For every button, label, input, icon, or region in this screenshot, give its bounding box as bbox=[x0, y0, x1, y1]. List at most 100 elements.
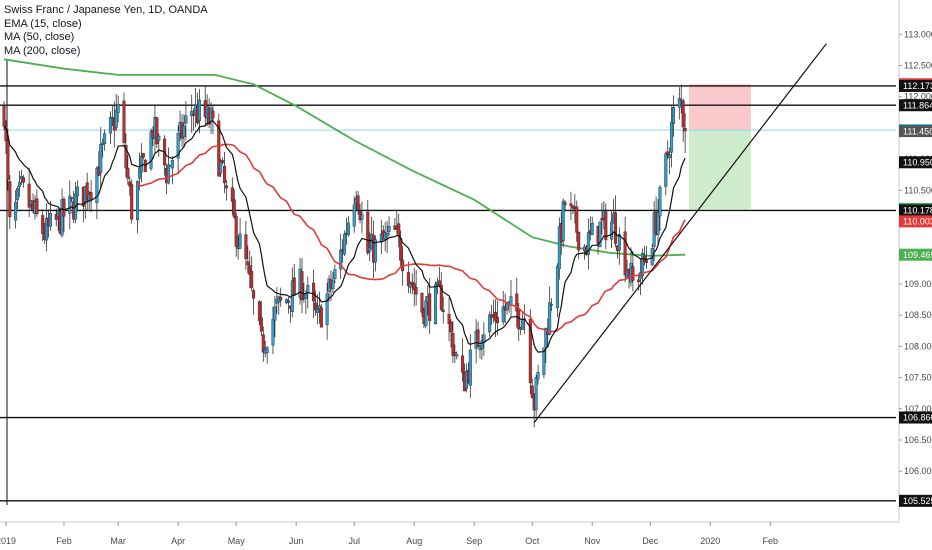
candle-up bbox=[317, 305, 321, 310]
price-tick-label: 108.500 bbox=[904, 310, 932, 320]
chart-title: Swiss Franc / Japanese Yen, 1D, OANDA bbox=[4, 4, 208, 16]
time-tick-label: Dec bbox=[642, 536, 659, 546]
candle-up bbox=[114, 109, 118, 128]
candle-up bbox=[273, 306, 277, 321]
candle-down bbox=[124, 144, 128, 169]
candle-down bbox=[35, 198, 39, 215]
candle-up bbox=[170, 159, 174, 169]
candle-up bbox=[271, 319, 275, 346]
candle-down bbox=[89, 192, 93, 200]
candle-up bbox=[434, 284, 438, 325]
candle-down bbox=[192, 114, 196, 116]
candle-up bbox=[408, 282, 412, 288]
ma200-line bbox=[3, 58, 686, 257]
candle-down bbox=[41, 215, 45, 234]
candle-down bbox=[447, 314, 451, 324]
time-tick-label: Nov bbox=[584, 536, 601, 546]
candle-down bbox=[230, 187, 234, 202]
candle-down bbox=[623, 231, 627, 276]
candle-down bbox=[27, 183, 31, 208]
candle-up bbox=[48, 212, 52, 227]
candle-down bbox=[259, 317, 263, 332]
candle-up bbox=[325, 293, 329, 325]
candle-down bbox=[530, 385, 534, 398]
price-tick-label: 107.000 bbox=[904, 404, 932, 414]
candles-group bbox=[2, 84, 687, 428]
time-tick-label: Oct bbox=[525, 536, 540, 546]
price-tick-label: 112.000 bbox=[904, 92, 932, 102]
candle-up bbox=[658, 187, 662, 217]
candle-up bbox=[617, 234, 621, 251]
candle-up bbox=[501, 306, 505, 323]
candle-down bbox=[54, 214, 58, 220]
candle-up bbox=[108, 117, 112, 134]
candle-up bbox=[480, 340, 484, 349]
candle-down bbox=[406, 272, 410, 286]
take-profit-zone bbox=[688, 130, 751, 210]
candle-down bbox=[292, 277, 296, 296]
candle-down bbox=[666, 151, 670, 155]
candle-up bbox=[190, 111, 194, 117]
candle-up bbox=[468, 349, 472, 386]
candle-down bbox=[575, 206, 579, 233]
time-tick-label: Feb bbox=[56, 536, 72, 546]
candle-down bbox=[141, 153, 145, 158]
candle-up bbox=[656, 212, 660, 235]
candle-up bbox=[548, 302, 552, 335]
candle-down bbox=[495, 316, 499, 324]
candle-up bbox=[197, 99, 201, 121]
candle-up bbox=[265, 347, 269, 353]
candle-down bbox=[412, 283, 416, 291]
candle-up bbox=[668, 154, 672, 158]
price-label-box bbox=[899, 248, 932, 261]
price-label: 112.173 bbox=[903, 81, 932, 91]
price-label: 106.860 bbox=[903, 413, 932, 423]
candle-up bbox=[385, 232, 389, 237]
price-label-box bbox=[899, 411, 932, 424]
candle-down bbox=[631, 266, 635, 281]
candle-down bbox=[441, 310, 445, 312]
price-label-box bbox=[899, 215, 932, 228]
candle-up bbox=[670, 122, 674, 153]
candle-up bbox=[103, 133, 107, 144]
candle-down bbox=[449, 321, 453, 333]
candle-up bbox=[424, 300, 428, 327]
time-tick-label: Mar bbox=[110, 536, 126, 546]
ma50-line bbox=[137, 143, 686, 333]
candle-down bbox=[428, 293, 432, 321]
candle-down bbox=[21, 177, 25, 183]
candle-up bbox=[557, 226, 561, 269]
price-label: 110.950 bbox=[903, 157, 932, 167]
candle-up bbox=[139, 156, 143, 173]
candle-up bbox=[68, 195, 72, 214]
candle-down bbox=[410, 281, 414, 285]
candle-down bbox=[637, 279, 641, 282]
candle-down bbox=[356, 195, 360, 210]
time-tick-label: Feb bbox=[763, 536, 779, 546]
candle-up bbox=[387, 225, 391, 233]
candle-up bbox=[157, 135, 161, 141]
price-label-box bbox=[899, 204, 932, 217]
candle-down bbox=[683, 127, 687, 132]
candle-down bbox=[314, 302, 318, 311]
candle-down bbox=[439, 285, 443, 310]
legend-ma50: MA (50, close) bbox=[4, 31, 75, 43]
candle-up bbox=[14, 202, 18, 221]
candle-up bbox=[374, 239, 378, 263]
candle-down bbox=[234, 216, 238, 247]
price-label-box bbox=[899, 125, 932, 138]
candle-up bbox=[488, 314, 492, 333]
candle-up bbox=[99, 144, 103, 173]
time-tick-label: Sep bbox=[466, 536, 482, 546]
price-label: 111.450 bbox=[903, 126, 932, 136]
candle-up bbox=[555, 265, 559, 309]
candle-down bbox=[453, 351, 457, 354]
price-tick-label: 107.500 bbox=[904, 373, 932, 383]
price-label-box bbox=[899, 156, 932, 169]
price-label: 105.525 bbox=[903, 496, 932, 506]
candle-down bbox=[232, 199, 236, 218]
candle-up bbox=[331, 280, 335, 289]
candle-up bbox=[76, 186, 80, 197]
candle-down bbox=[451, 333, 455, 356]
